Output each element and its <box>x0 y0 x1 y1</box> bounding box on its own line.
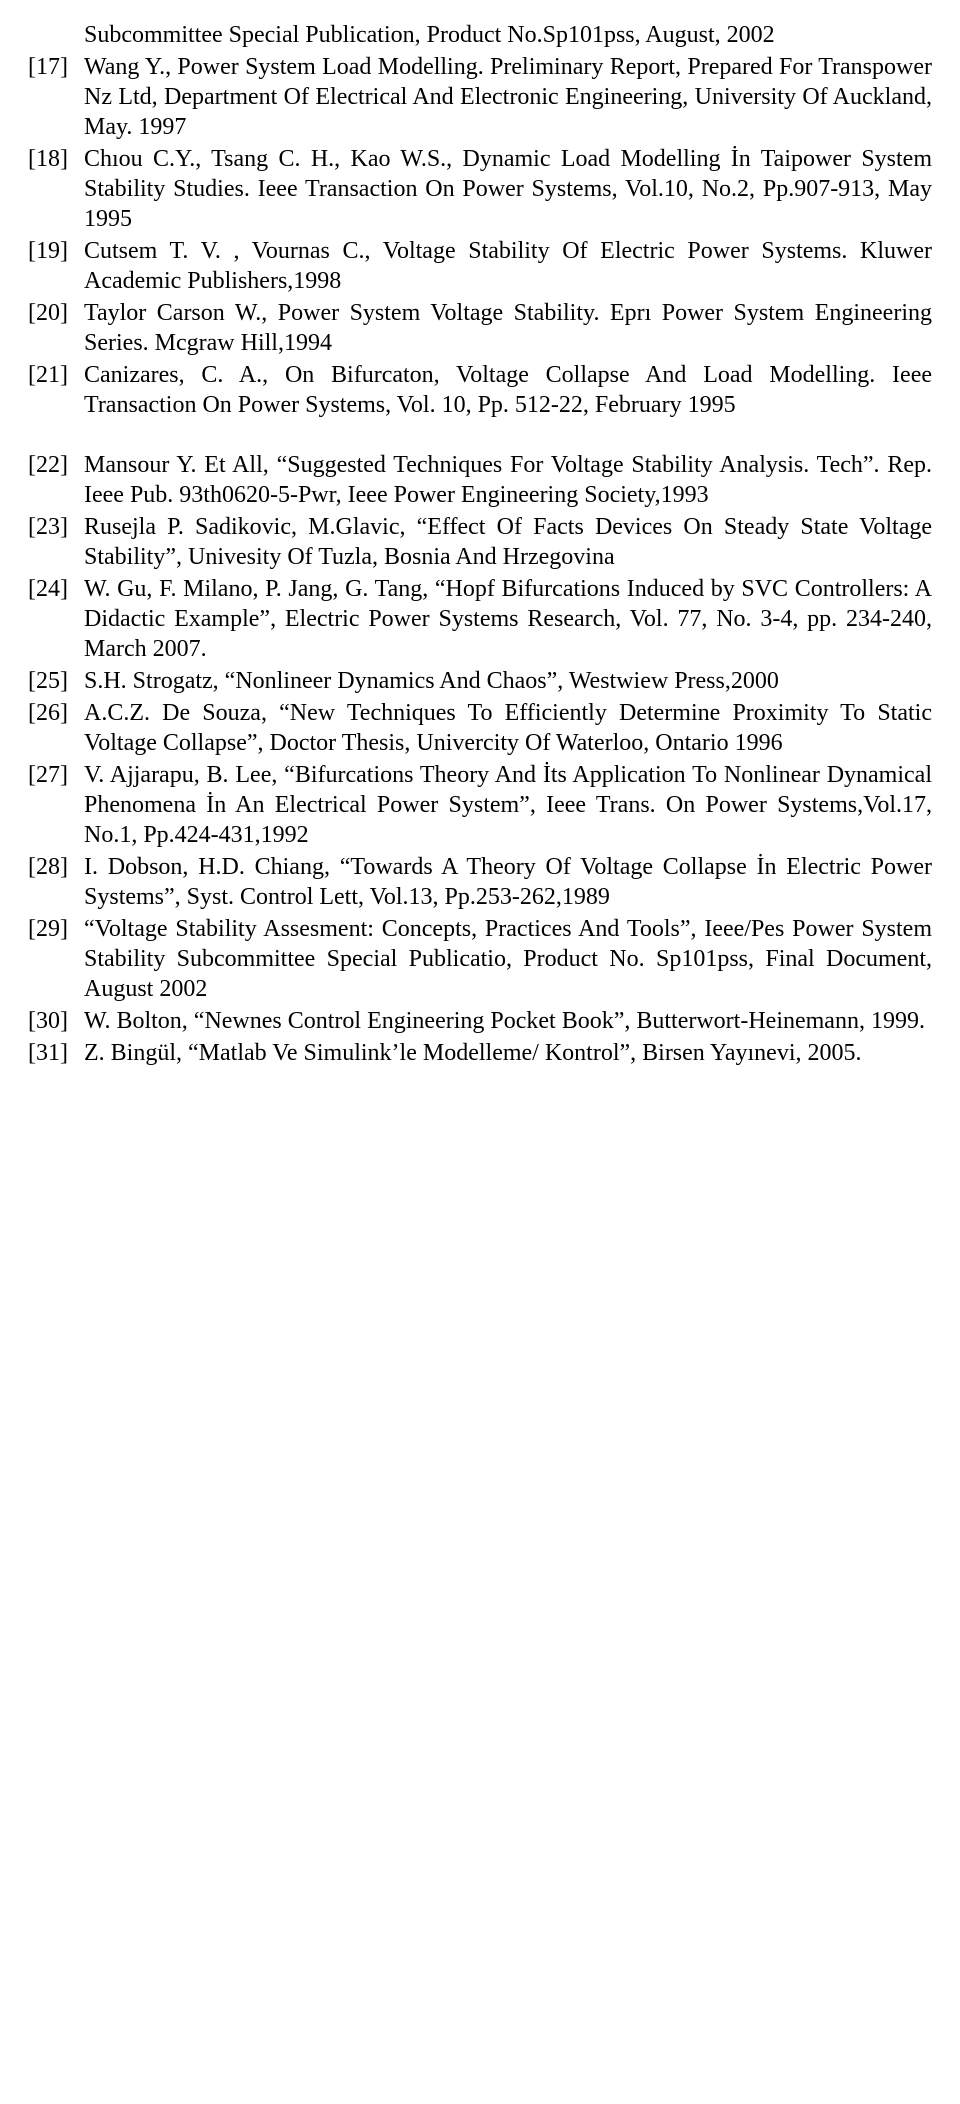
reference-item: [24]W. Gu, F. Milano, P. Jang, G. Tang, … <box>28 574 932 664</box>
reference-item: [25]S.H. Strogatz, “Nonlineer Dynamics A… <box>28 666 932 696</box>
reference-item: [30]W. Bolton, “Newnes Control Engineeri… <box>28 1006 932 1036</box>
reference-item: [17]Wang Y., Power System Load Modelling… <box>28 52 932 142</box>
reference-number: [30] <box>28 1006 84 1036</box>
references-list: Subcommittee Special Publication, Produc… <box>28 20 932 1068</box>
reference-number <box>28 20 84 50</box>
reference-text: I. Dobson, H.D. Chiang, “Towards A Theor… <box>84 852 932 912</box>
reference-text: Canizares, C. A., On Bifurcaton, Voltage… <box>84 360 932 420</box>
reference-number: [17] <box>28 52 84 142</box>
reference-text: W. Bolton, “Newnes Control Engineering P… <box>84 1006 932 1036</box>
reference-text: Wang Y., Power System Load Modelling. Pr… <box>84 52 932 142</box>
reference-item: [23]Rusejla P. Sadikovic, M.Glavic, “Eff… <box>28 512 932 572</box>
reference-number: [18] <box>28 144 84 234</box>
paragraph-gap <box>28 422 932 450</box>
reference-item: [28]I. Dobson, H.D. Chiang, “Towards A T… <box>28 852 932 912</box>
reference-number: [31] <box>28 1038 84 1068</box>
reference-number: [24] <box>28 574 84 664</box>
reference-item: [31]Z. Bingül, “Matlab Ve Simulink’le Mo… <box>28 1038 932 1068</box>
reference-text: S.H. Strogatz, “Nonlineer Dynamics And C… <box>84 666 932 696</box>
reference-number: [26] <box>28 698 84 758</box>
reference-number: [29] <box>28 914 84 1004</box>
reference-item: [29]“Voltage Stability Assesment: Concep… <box>28 914 932 1004</box>
reference-item: [22]Mansour Y. Et All, “Suggested Techni… <box>28 450 932 510</box>
reference-number: [20] <box>28 298 84 358</box>
reference-text: Rusejla P. Sadikovic, M.Glavic, “Effect … <box>84 512 932 572</box>
reference-text: V. Ajjarapu, B. Lee, “Bifurcations Theor… <box>84 760 932 850</box>
reference-text: Mansour Y. Et All, “Suggested Techniques… <box>84 450 932 510</box>
reference-item: [26]A.C.Z. De Souza, “New Techniques To … <box>28 698 932 758</box>
reference-text: Z. Bingül, “Matlab Ve Simulink’le Modell… <box>84 1038 932 1068</box>
reference-item: [19]Cutsem T. V. , Vournas C., Voltage S… <box>28 236 932 296</box>
reference-text: Subcommittee Special Publication, Produc… <box>84 20 932 50</box>
reference-item: [21]Canizares, C. A., On Bifurcaton, Vol… <box>28 360 932 420</box>
reference-item: Subcommittee Special Publication, Produc… <box>28 20 932 50</box>
reference-text: Chıou C.Y., Tsang C. H., Kao W.S., Dynam… <box>84 144 932 234</box>
reference-number: [21] <box>28 360 84 420</box>
reference-number: [25] <box>28 666 84 696</box>
reference-number: [23] <box>28 512 84 572</box>
reference-number: [27] <box>28 760 84 850</box>
reference-number: [19] <box>28 236 84 296</box>
reference-text: Cutsem T. V. , Vournas C., Voltage Stabi… <box>84 236 932 296</box>
reference-text: Taylor Carson W., Power System Voltage S… <box>84 298 932 358</box>
reference-text: “Voltage Stability Assesment: Concepts, … <box>84 914 932 1004</box>
reference-item: [27]V. Ajjarapu, B. Lee, “Bifurcations T… <box>28 760 932 850</box>
reference-text: W. Gu, F. Milano, P. Jang, G. Tang, “Hop… <box>84 574 932 664</box>
reference-text: A.C.Z. De Souza, “New Techniques To Effi… <box>84 698 932 758</box>
reference-item: [20]Taylor Carson W., Power System Volta… <box>28 298 932 358</box>
reference-number: [28] <box>28 852 84 912</box>
reference-item: [18]Chıou C.Y., Tsang C. H., Kao W.S., D… <box>28 144 932 234</box>
reference-number: [22] <box>28 450 84 510</box>
